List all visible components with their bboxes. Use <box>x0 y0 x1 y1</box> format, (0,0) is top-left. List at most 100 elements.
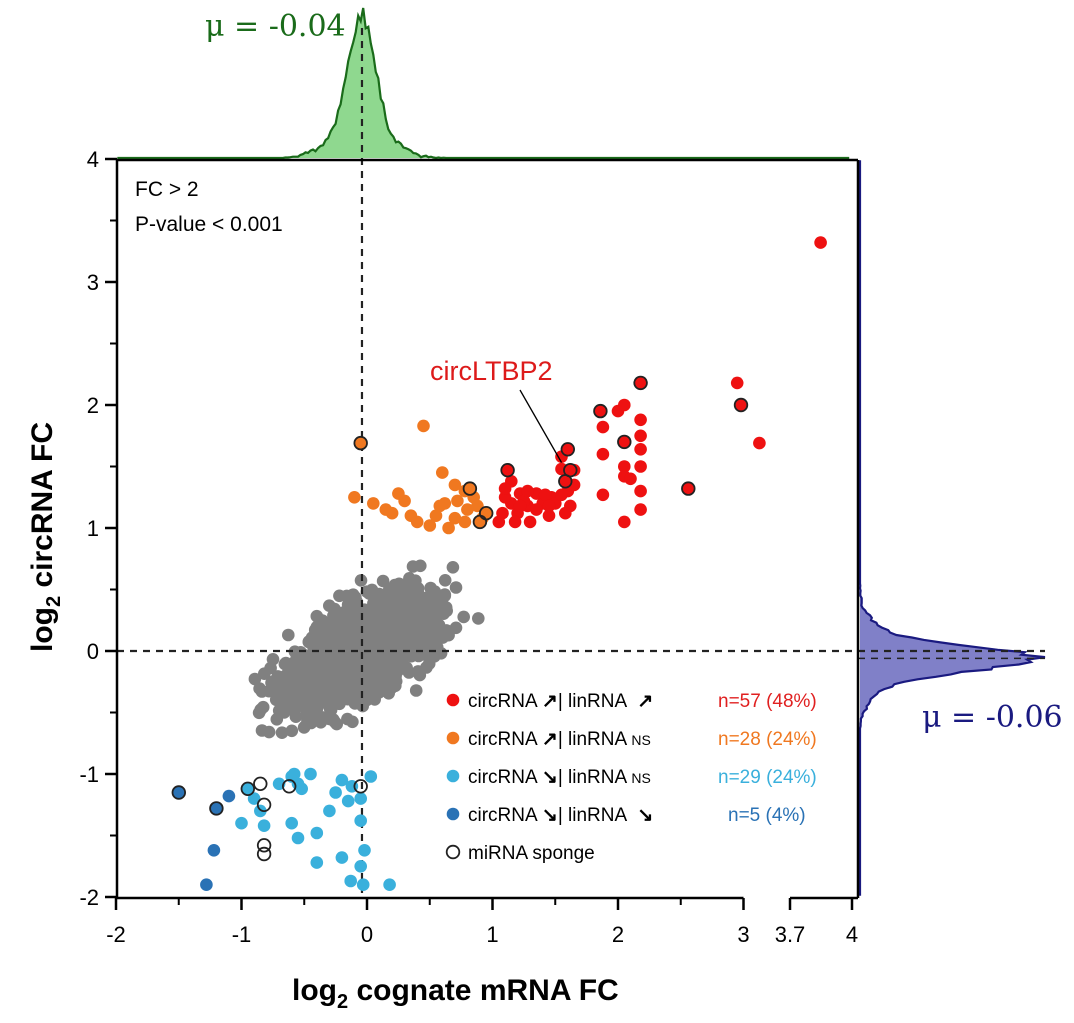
point-sponge <box>353 779 368 794</box>
y-tick-label: 1 <box>87 516 99 541</box>
point-up_up <box>596 420 610 434</box>
background-point <box>394 634 408 648</box>
legend-count-down_ns: n=29 (24%) <box>718 767 817 788</box>
x-tick-label: -2 <box>106 922 126 947</box>
point-up_up <box>559 506 572 520</box>
background-point <box>437 607 450 620</box>
background-point <box>305 661 319 675</box>
background-point <box>346 588 360 601</box>
point-up_ns <box>451 494 464 508</box>
point-up_ns <box>429 509 443 522</box>
background-point <box>420 639 433 652</box>
x-tick-label: 1 <box>486 922 498 947</box>
point-down_ns <box>285 816 299 830</box>
annotation-leader-line <box>519 389 563 463</box>
point-up_up <box>753 436 766 450</box>
legend-marker-up_ns <box>446 731 460 745</box>
point-up_up <box>634 503 647 516</box>
point-down_ns <box>323 804 336 818</box>
point-up_up <box>634 443 647 456</box>
point-up_up <box>521 484 534 498</box>
point-down_ns <box>344 874 358 888</box>
point-down_ns <box>364 770 378 783</box>
point-up_ns <box>448 478 462 492</box>
point-up_ns <box>448 511 462 525</box>
point-up_up <box>498 482 512 495</box>
y-tick-label: 4 <box>87 147 99 172</box>
background-point <box>411 582 425 595</box>
background-point <box>380 591 394 604</box>
background-point <box>446 561 460 574</box>
point-up_up <box>542 509 556 522</box>
point-up_ns <box>433 499 447 513</box>
right-marginal-histogram <box>858 159 1046 897</box>
point-up_up <box>555 488 568 502</box>
point-up_up <box>618 435 631 449</box>
x-tick-label: 4 <box>846 922 858 947</box>
point-down_ns <box>335 773 349 787</box>
point-down_ns <box>358 844 371 857</box>
annotation-circltbp2: circLTBP2 <box>430 356 563 463</box>
background-point <box>248 672 262 686</box>
y-tick-label: 3 <box>87 270 99 295</box>
point-up_ns <box>348 491 361 504</box>
background-point <box>328 661 341 675</box>
point-down_ns <box>354 860 368 873</box>
background-point <box>472 612 485 625</box>
criteria-fc: FC > 2 <box>135 178 199 201</box>
point-down_ns <box>235 816 248 830</box>
x-tick-label: -1 <box>232 922 252 947</box>
point-up_ns <box>392 487 405 500</box>
background-point <box>406 560 420 573</box>
legend-count-down_down: n=5 (4%) <box>728 805 806 826</box>
reference-lines <box>117 28 1045 898</box>
point-down_ns <box>329 786 342 799</box>
point-down_down <box>210 802 223 815</box>
point-down_ns <box>241 782 255 796</box>
legend: circRNA ↗| linRNA ↗ n=57 (48%) circRNA ↗| … <box>445 691 817 864</box>
legend-marker-sponge <box>445 844 461 860</box>
point-down_ns <box>354 814 368 827</box>
background-point <box>314 716 328 729</box>
legend-marker-down_down <box>446 807 460 821</box>
background-point <box>403 625 416 639</box>
background-point <box>310 701 324 715</box>
background-point <box>415 608 429 621</box>
point-sponge <box>479 506 494 521</box>
point-down_ns <box>356 878 370 891</box>
background-point <box>366 673 379 686</box>
background-point <box>333 589 346 603</box>
point-up_ns <box>417 419 430 433</box>
point-up_up <box>634 413 647 427</box>
top-histogram-outline <box>117 7 850 160</box>
top-marginal-histogram <box>116 7 858 160</box>
point-down_down <box>222 789 236 803</box>
point-up_up <box>501 463 514 477</box>
point-sponge <box>253 776 268 792</box>
legend-marker-down_ns <box>446 769 460 783</box>
x-tick-label: 3 <box>737 922 749 947</box>
legend-label-sponge: miRNA sponge <box>468 843 595 864</box>
point-sponge <box>558 474 573 489</box>
point-up_up <box>513 499 527 513</box>
point-sponge <box>633 375 648 391</box>
point-down_ns <box>247 792 261 805</box>
background-point <box>265 676 278 690</box>
x-axis-title: log2 cognate mRNA FC <box>292 974 619 1013</box>
point-up_up <box>634 376 647 390</box>
y-tick-label: 0 <box>87 639 99 664</box>
background-point <box>457 610 471 624</box>
point-up_ns <box>461 503 474 516</box>
background-point <box>320 627 334 641</box>
tick-labels: -2 -1 0 1 2 3 3.7 4 -2 -1 0 1 2 3 4 <box>79 147 858 947</box>
background-point <box>421 650 435 663</box>
point-sponge <box>593 403 608 419</box>
point-sponge <box>462 481 478 496</box>
background-point <box>438 589 452 603</box>
x-tick-label: 0 <box>361 922 373 947</box>
point-up_up <box>682 482 695 495</box>
y-tick-label: 2 <box>87 393 99 418</box>
background-point <box>339 622 353 635</box>
point-up_up <box>498 491 512 504</box>
